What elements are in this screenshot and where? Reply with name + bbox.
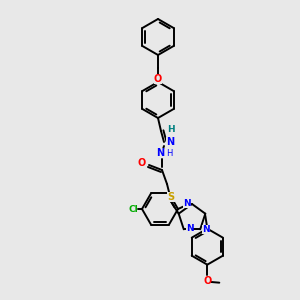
Text: N: N [202,225,210,234]
Text: O: O [203,276,212,286]
Text: N: N [186,224,194,233]
Text: N: N [156,148,164,158]
Text: H: H [166,148,172,158]
Text: H: H [167,125,175,134]
Text: N: N [183,199,191,208]
Text: Cl: Cl [128,205,138,214]
Text: O: O [138,158,146,168]
Text: S: S [167,192,175,202]
Text: O: O [154,74,162,84]
Text: N: N [166,137,174,147]
